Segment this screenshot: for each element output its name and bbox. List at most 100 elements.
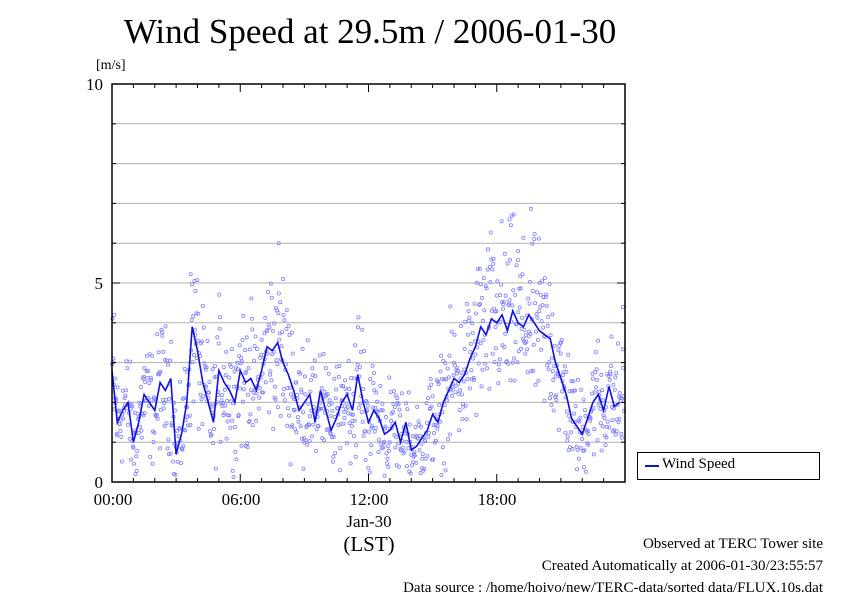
data-point [360, 419, 365, 424]
data-point [278, 300, 283, 305]
data-point [431, 423, 436, 428]
data-point [565, 434, 570, 439]
data-point [513, 340, 518, 345]
data-point [457, 428, 462, 433]
legend-label: Wind Speed [662, 456, 736, 472]
data-point [466, 309, 471, 314]
data-point [396, 464, 401, 469]
data-point [190, 282, 195, 287]
data-point [387, 440, 392, 445]
data-point [191, 352, 196, 357]
data-point [147, 380, 152, 385]
data-point [482, 308, 487, 313]
data-point [528, 206, 533, 211]
data-point [328, 413, 333, 418]
data-point [430, 394, 435, 399]
data-point [481, 337, 486, 342]
data-point [328, 430, 333, 435]
data-point [498, 292, 503, 297]
data-point [426, 430, 431, 435]
data-point [376, 449, 381, 454]
data-point [290, 423, 295, 428]
data-point [305, 338, 310, 343]
data-point [565, 438, 570, 443]
data-point [360, 327, 365, 332]
data-point [355, 325, 360, 330]
data-point [468, 341, 473, 346]
data-point [495, 279, 500, 284]
data-point [552, 343, 557, 348]
data-point [325, 392, 330, 397]
data-point [119, 459, 124, 464]
data-point [465, 332, 470, 337]
data-point [445, 366, 450, 371]
data-point [219, 393, 224, 398]
data-point [199, 397, 204, 402]
data-point [263, 315, 268, 320]
data-point-outlier [112, 312, 117, 317]
data-point [406, 446, 411, 451]
data-point [535, 315, 540, 320]
data-point [525, 370, 530, 375]
data-point [136, 430, 141, 435]
data-point [135, 411, 140, 416]
footer-created: Created Automatically at 2006-01-30/23:5… [541, 558, 823, 574]
data-point [344, 441, 349, 446]
data-point [438, 369, 443, 374]
data-point [248, 412, 253, 417]
data-point [366, 465, 371, 470]
data-point [250, 327, 255, 332]
data-point [444, 398, 449, 403]
data-point [475, 266, 480, 271]
data-point [356, 405, 361, 410]
data-point [501, 299, 506, 304]
data-point [347, 421, 352, 426]
data-point [535, 337, 540, 342]
data-point [547, 360, 552, 365]
data-point [285, 423, 290, 428]
data-point [520, 315, 525, 320]
data-point [248, 388, 253, 393]
data-point [492, 360, 497, 365]
data-point [301, 466, 306, 471]
data-point [155, 332, 160, 337]
data-point [558, 351, 563, 356]
data-point-outlier [193, 288, 198, 293]
data-point [312, 358, 317, 363]
data-point [424, 420, 429, 425]
data-point [178, 460, 183, 465]
data-point [617, 390, 622, 395]
data-point [462, 346, 467, 351]
data-point [426, 434, 431, 439]
data-point [263, 380, 268, 385]
data-point [274, 358, 279, 363]
data-point [345, 405, 350, 410]
data-point [240, 399, 245, 404]
data-point [617, 416, 622, 421]
data-point [493, 346, 498, 351]
data-point [224, 436, 229, 441]
data-point [545, 323, 550, 328]
data-point [348, 461, 353, 466]
data-point [585, 428, 590, 433]
data-point [350, 418, 355, 423]
data-point [503, 331, 508, 336]
data-point [191, 314, 196, 319]
data-point [187, 413, 192, 418]
data-point [529, 317, 534, 322]
data-point [129, 404, 134, 409]
data-point [554, 398, 559, 403]
data-point [616, 341, 621, 346]
data-point [137, 424, 142, 429]
data-point [494, 293, 499, 298]
data-point [392, 404, 397, 409]
data-point [235, 367, 240, 372]
data-point [267, 372, 272, 377]
chart-title: Wind Speed at 29.5m / 2006-01-30 [123, 12, 617, 51]
data-point [184, 369, 189, 374]
data-point [210, 367, 215, 372]
data-point [366, 429, 371, 434]
data-point [499, 282, 504, 287]
data-point [337, 364, 342, 369]
data-point [155, 416, 160, 421]
